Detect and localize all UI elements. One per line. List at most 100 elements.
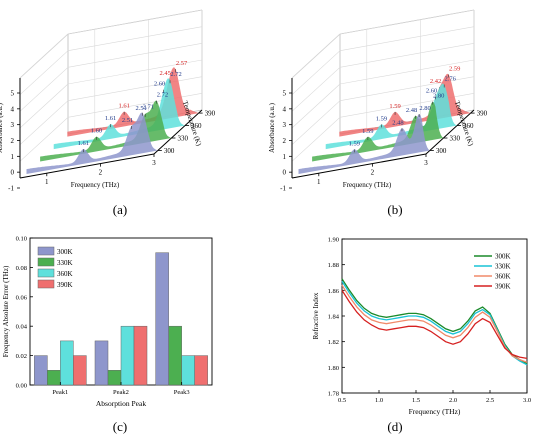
y-tick-label: 4 bbox=[11, 105, 15, 113]
y-tick-label: 2 bbox=[283, 137, 287, 145]
x-tick-label: 3 bbox=[152, 159, 156, 167]
y-tick-label: 5 bbox=[283, 90, 287, 98]
bar-390K-Peak3 bbox=[194, 355, 208, 386]
peak-label: 2.57 bbox=[176, 60, 188, 67]
panel-a-3d-chart: 1.61 2.45 2.57 1.61 2.60 2.72 1.60 2.51 2.72 1.61… bbox=[0, 9, 216, 193]
panel-b-3d-chart: 1.592.422.591.592.602.761.592.482.801.59… bbox=[268, 9, 488, 193]
y-tick-label: 3 bbox=[11, 121, 15, 129]
gridline bbox=[19, 67, 69, 112]
y-tick-label: 0.10 bbox=[16, 236, 27, 243]
y-tick-label: 1 bbox=[283, 153, 287, 161]
series-line-330K bbox=[341, 280, 528, 366]
y-axis-title: Absorbance (a.u.) bbox=[268, 102, 276, 153]
bar-360K-Peak1 bbox=[60, 340, 74, 386]
gridline bbox=[291, 83, 341, 129]
bar-360K-Peak2 bbox=[120, 325, 135, 386]
gridline bbox=[67, 43, 203, 68]
legend-label-360K: 360K bbox=[57, 270, 73, 278]
y-tick-label: 3 bbox=[283, 121, 287, 129]
y-tick-label: 1.90 bbox=[328, 237, 339, 244]
gridline bbox=[339, 26, 475, 51]
peak-label: 2.59 bbox=[449, 65, 460, 72]
gridline bbox=[339, 76, 475, 101]
x-tick-label: 1.0 bbox=[375, 397, 383, 404]
y-tick-label: 1.80 bbox=[328, 365, 339, 372]
series-area-300K bbox=[26, 112, 158, 174]
peak-label: 2.60 bbox=[426, 87, 437, 94]
legend-swatch-300K bbox=[37, 246, 55, 256]
y-tick-label: 0.00 bbox=[16, 383, 27, 390]
gridline bbox=[291, 67, 341, 112]
peak-label: 2.45 bbox=[159, 70, 170, 77]
y-tick-label: 1.78 bbox=[328, 391, 339, 398]
z-axis-line bbox=[153, 109, 203, 155]
x-axis-line bbox=[291, 153, 427, 179]
y-tick-label: 0.04 bbox=[16, 324, 28, 331]
legend-swatch-360K bbox=[37, 268, 55, 278]
bar-300K-Peak3 bbox=[155, 252, 169, 386]
panel-d-line-chart: 1.78 1.80 1.82 1.84 1.86 1.88 1.90 0.5 1.0 1.5 2.0… bbox=[312, 237, 531, 417]
bar-390K-Peak1 bbox=[73, 355, 87, 386]
z-tick-label: 390 bbox=[477, 110, 488, 118]
gridline bbox=[291, 50, 341, 95]
panel-label-d: (d) bbox=[387, 419, 403, 434]
x-tick-label: 2.5 bbox=[486, 397, 494, 404]
x-tick-label: 0.5 bbox=[338, 397, 346, 404]
peak-label: 2.76 bbox=[444, 76, 456, 83]
gridline bbox=[67, 26, 203, 51]
y-tick-label: 0.02 bbox=[16, 353, 27, 360]
y-tick-label: 0.06 bbox=[16, 294, 28, 301]
gridline bbox=[19, 50, 69, 95]
y-tick-label: 4 bbox=[283, 105, 287, 113]
peak-label: 2.71 bbox=[143, 104, 154, 111]
bar-330K-Peak3 bbox=[168, 325, 182, 386]
series-area-300K bbox=[298, 114, 430, 174]
gridline bbox=[19, 100, 69, 145]
series-area-390K bbox=[339, 73, 471, 137]
bar-300K-Peak2 bbox=[94, 340, 109, 386]
x-tick-label: 2 bbox=[371, 169, 375, 177]
z-tick-label: 300 bbox=[436, 147, 447, 155]
x-axis-title: Absorption Peak bbox=[96, 399, 146, 408]
y-tick-label: 1 bbox=[11, 153, 15, 161]
legend-label-390K: 390K bbox=[495, 283, 511, 291]
gridline bbox=[19, 117, 69, 162]
x-tick-label: 3.0 bbox=[523, 397, 531, 404]
peak-label: 2.42 bbox=[430, 78, 441, 85]
legend-swatch-390K bbox=[37, 279, 55, 289]
series-line-390K bbox=[341, 289, 528, 360]
legend-label-360K: 360K bbox=[495, 273, 511, 281]
peak-label: 1.59 bbox=[362, 128, 373, 135]
x-tick-label: Peak2 bbox=[113, 389, 129, 396]
bar-330K-Peak1 bbox=[47, 370, 61, 386]
peak-label: 2.51 bbox=[135, 105, 146, 112]
x-tick-label: 1.5 bbox=[412, 397, 420, 404]
gridline bbox=[339, 9, 475, 35]
gridline bbox=[339, 59, 475, 85]
peak-label: 2.48 bbox=[406, 107, 417, 114]
bar-300K-Peak1 bbox=[34, 355, 48, 386]
gridline bbox=[19, 33, 69, 79]
gridline bbox=[67, 9, 203, 35]
y-axis-title: Absorbance (a.u.) bbox=[0, 102, 4, 153]
y-tick-label: 1.84 bbox=[328, 314, 340, 321]
x-tick-label: Peak1 bbox=[52, 389, 68, 396]
peak-label: 2.72 bbox=[170, 71, 181, 78]
peak-label: 2.60 bbox=[154, 81, 165, 88]
series-line-360K bbox=[341, 284, 528, 363]
y-tick-label: 1.88 bbox=[328, 262, 339, 269]
peak-label: 2.48 bbox=[392, 119, 403, 126]
x-tick-label: Peak3 bbox=[174, 389, 190, 396]
y-axis-title: Frequency Absolute Error (THz) bbox=[2, 265, 10, 357]
peak-label: 1.61 bbox=[118, 103, 129, 110]
bar-360K-Peak3 bbox=[181, 355, 195, 386]
z-tick-label: 360 bbox=[191, 122, 202, 130]
y-tick-label: 0.08 bbox=[16, 265, 27, 272]
gridline bbox=[67, 76, 203, 101]
peak-label: 2.72 bbox=[157, 92, 168, 99]
x-axis-line bbox=[19, 153, 155, 179]
bar-390K-Peak2 bbox=[133, 325, 148, 386]
peak-label: 1.61 bbox=[78, 140, 89, 147]
series-line-300K bbox=[341, 278, 528, 365]
